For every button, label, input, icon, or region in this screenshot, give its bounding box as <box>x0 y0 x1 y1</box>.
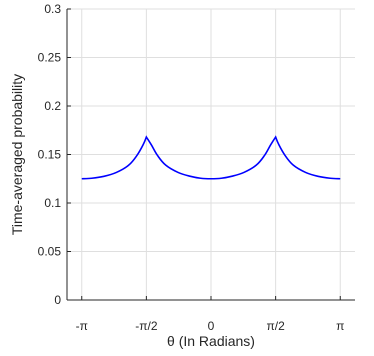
y-tick-label: 0.15 <box>38 148 62 162</box>
y-tick-label: 0.1 <box>44 196 61 210</box>
x-tick-label: -π/2 <box>135 319 158 333</box>
series-layer <box>81 135 341 180</box>
y-tick-label: 0.05 <box>38 245 62 259</box>
y-tick-label: 0.2 <box>44 99 61 113</box>
y-tick-label: 0.25 <box>38 51 62 65</box>
x-axis-label: θ (In Radians) <box>167 333 255 349</box>
y-tick-label: 0.3 <box>44 2 61 16</box>
x-tick-label: -π <box>76 319 88 333</box>
series-line <box>81 135 341 180</box>
y-tick-label: 0 <box>54 293 61 307</box>
x-tick-label: π <box>336 319 344 333</box>
x-axis-ticks: -π -π/2 0 π/2 π <box>76 296 344 333</box>
y-axis-label: Time-averaged probability <box>9 74 25 235</box>
x-tick-label: π/2 <box>266 319 285 333</box>
x-tick-label: 0 <box>208 319 215 333</box>
y-axis-ticks: 0 0.05 0.1 0.15 0.2 0.25 0.3 <box>38 2 71 307</box>
